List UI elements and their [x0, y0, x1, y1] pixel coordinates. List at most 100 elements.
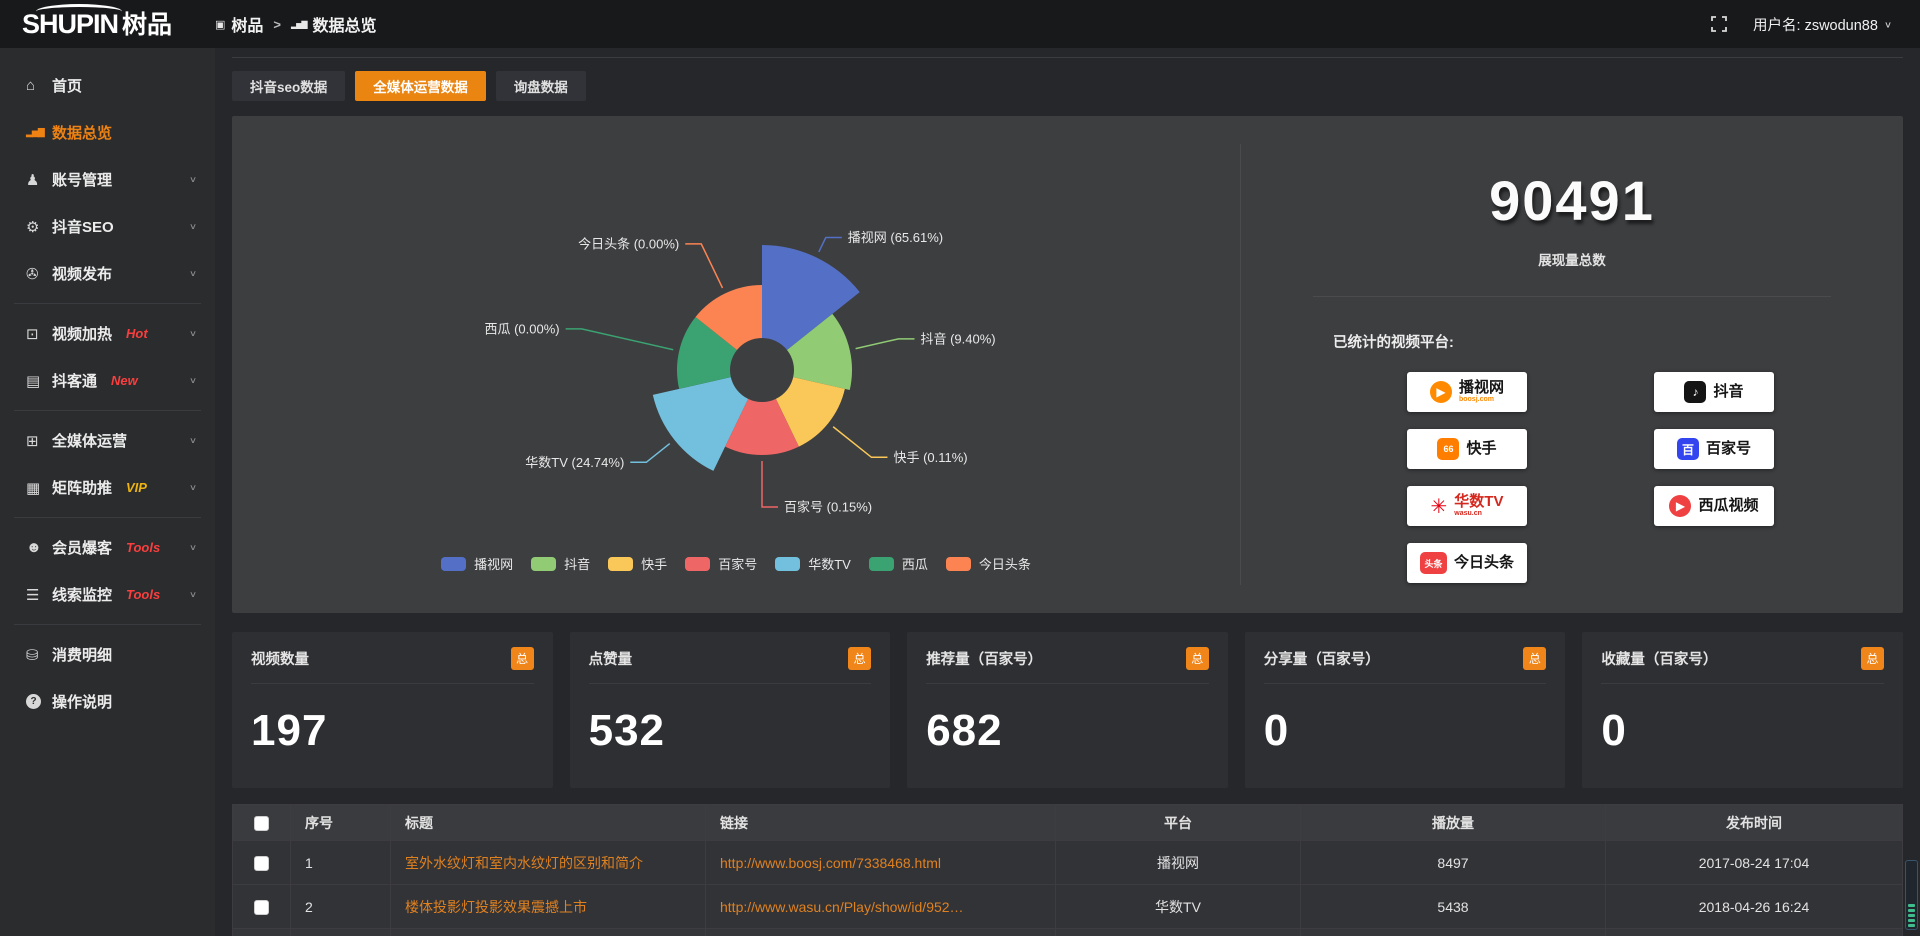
sidebar-item[interactable]: ? 操作说明	[0, 678, 215, 725]
sidebar-item[interactable]: ▦ 矩阵助推 VIP ∨	[0, 464, 215, 511]
sidebar-item[interactable]: ⚙ 抖音SEO ∨	[0, 203, 215, 250]
platform-badge-text: 抖音	[1713, 384, 1743, 400]
sidebar-item[interactable]: ▂▅▇ 数据总览	[0, 109, 215, 156]
sidebar-item[interactable]: ⌂ 首页	[0, 62, 215, 109]
sidebar-item[interactable]: ⊞ 全媒体运营 ∨	[0, 417, 215, 464]
total-badge: 总	[1523, 647, 1547, 670]
legend-item-抖音[interactable]: 抖音	[531, 554, 590, 573]
legend-label: 百家号	[718, 557, 758, 572]
tab-全媒体运营数据[interactable]: 全媒体运营数据	[355, 71, 486, 101]
chevron-down-icon: ∨	[188, 483, 197, 493]
pie-slice-抖音[interactable]	[787, 313, 852, 391]
sidebar-item-badge: Tools	[126, 587, 161, 602]
sidebar-item-badge: VIP	[126, 480, 147, 495]
scrollbar-widget[interactable]	[1905, 860, 1918, 930]
coins-icon: ⛁	[26, 646, 39, 664]
platform-badge-label: 抖音	[1713, 383, 1744, 401]
sidebar-item[interactable]: ☰ 线索监控 Tools ∨	[0, 571, 215, 618]
overview-panel: 播视网 (65.61%) 抖音 (9.40%) 快手 (0.11%) 百家号 (0.1…	[232, 116, 1903, 613]
platform-badge-text: 快手	[1466, 441, 1496, 457]
breadcrumb-current[interactable]: ▂▅▇ 数据总览	[291, 12, 376, 36]
pie-slice-西瓜[interactable]	[677, 317, 737, 389]
platform-badges: ▶ 播视网 boosj.com 66 快手 ✳ 华数TV wasu.cn 头条 今日头条 ♪ 抖音百百…	[1407, 372, 1903, 583]
chat-icon: ▤	[26, 372, 41, 390]
stat-card-divider	[588, 683, 872, 684]
breadcrumb: ▣ 树品 > ▂▅▇ 数据总览	[215, 12, 377, 36]
username: 用户名: zswodun88	[1753, 17, 1878, 34]
legend-item-播视网[interactable]: 播视网	[441, 554, 513, 573]
cell-empty	[705, 928, 1056, 936]
legend-item-西瓜[interactable]: 西瓜	[868, 554, 928, 573]
tab-询盘数据[interactable]: 询盘数据	[495, 71, 586, 101]
impressions-summary: 90491 展现量总数 已统计的视频平台: ▶ 播视网 boosj.com 66 快手 ✳…	[1241, 116, 1903, 613]
platforms-title: 已统计的视频平台:	[1333, 335, 1454, 351]
legend-item-百家号[interactable]: 百家号	[685, 554, 757, 573]
select-all-checkbox[interactable]	[254, 815, 269, 831]
table-row-partial	[232, 928, 1903, 936]
pie-label-今日头条: 今日头条 (0.00%)	[578, 236, 679, 251]
pie-slice-百家号[interactable]	[725, 398, 799, 456]
platform-badge-label: 百家号	[1705, 440, 1751, 458]
pie-label-line	[818, 236, 842, 253]
row-checkbox[interactable]	[254, 855, 269, 871]
platform-badge-text: 播视网 boosj.com	[1459, 380, 1504, 403]
pie-label-快手: 快手 (0.11%)	[893, 450, 967, 465]
panel-divider	[1240, 144, 1241, 585]
sidebar-item-label: 抖客通	[52, 373, 98, 390]
tab-抖音seo数据[interactable]: 抖音seo数据	[232, 71, 346, 101]
cell-platform: 播视网	[1055, 840, 1301, 885]
sidebar-item[interactable]: ▤ 抖客通 New ∨	[0, 357, 215, 404]
cell-link[interactable]: http://www.boosj.com/7338468.html	[705, 840, 1056, 885]
pie-slice-播视网[interactable]	[762, 245, 860, 351]
breadcrumb-home[interactable]: ▣ 树品	[215, 12, 263, 36]
sidebar-item[interactable]: ♟ 账号管理 ∨	[0, 156, 215, 203]
sidebar-item-label: 矩阵助推	[52, 480, 113, 497]
monitor-dot-icon: ⊡	[26, 325, 39, 343]
sidebar-divider	[14, 624, 201, 625]
row-checkbox[interactable]	[254, 899, 269, 915]
stat-card-title: 分享量（百家号）	[1263, 652, 1380, 668]
cell-title[interactable]: 室外水纹灯和室内水纹灯的区别和简介	[390, 840, 706, 885]
stat-card-header: 推荐量（百家号） 总	[926, 647, 1209, 670]
legend-swatch	[775, 556, 801, 571]
platform-badge-label: 今日头条	[1453, 554, 1514, 572]
sidebar-item-label: 操作说明	[52, 694, 113, 711]
pie-label-播视网: 播视网 (65.61%)	[848, 230, 943, 245]
fullscreen-icon[interactable]	[1711, 16, 1727, 32]
platform-badge-text: 西瓜视频	[1698, 498, 1758, 514]
cell-no: 1	[290, 840, 391, 885]
user-menu[interactable]: 用户名: zswodun88 ∨	[1753, 14, 1892, 35]
platform-badge-wasu: ✳ 华数TV wasu.cn	[1407, 486, 1527, 526]
sidebar-item[interactable]: ☻ 会员爆客 Tools ∨	[0, 524, 215, 571]
header-divider	[232, 57, 1903, 58]
legend-label: 今日头条	[978, 557, 1031, 572]
sidebar-item[interactable]: ✇ 视频发布 ∨	[0, 250, 215, 297]
column-header-序号: 序号	[290, 804, 391, 841]
platform-badge-text: 百家号	[1706, 441, 1751, 457]
cell-title[interactable]: 楼体投影灯投影效果震撼上市	[390, 884, 706, 929]
stat-card-title: 收藏量（百家号）	[1601, 652, 1718, 668]
pie-label-西瓜: 西瓜 (0.00%)	[484, 321, 559, 336]
brand-logo[interactable]: SHUPIN 树品	[0, 3, 215, 38]
legend-item-今日头条[interactable]: 今日头条	[945, 554, 1031, 573]
legend-item-华数TV[interactable]: 华数TV	[775, 554, 851, 573]
topbar: SHUPIN 树品 ▣ 树品 > ▂▅▇ 数据总览 用户名: zswodun88…	[0, 0, 1920, 48]
platform-badge-douyin: ♪ 抖音	[1654, 372, 1774, 412]
chevron-down-icon: ∨	[188, 222, 197, 232]
sidebar-item[interactable]: ⛁ 消费明细	[0, 631, 215, 678]
legend-swatch	[868, 556, 894, 571]
sidebar-item-badge: Tools	[126, 540, 161, 555]
legend-item-快手[interactable]: 快手	[608, 554, 667, 573]
pie-label-line	[630, 442, 671, 464]
legend-swatch	[685, 556, 711, 571]
platform-badge-sub: boosj.com	[1458, 396, 1494, 404]
pie-slice-快手[interactable]	[775, 377, 845, 447]
cell-link[interactable]: http://www.wasu.cn/Play/show/id/952…	[705, 884, 1056, 929]
pie-slice-今日头条[interactable]	[695, 285, 762, 351]
pie-slice-华数TV[interactable]	[652, 377, 749, 471]
sidebar-item-label: 消费明细	[52, 647, 113, 664]
sidebar-item[interactable]: ⊡ 视频加热 Hot ∨	[0, 310, 215, 357]
sidebar-item-label: 首页	[52, 78, 83, 95]
cell-empty	[390, 928, 706, 936]
